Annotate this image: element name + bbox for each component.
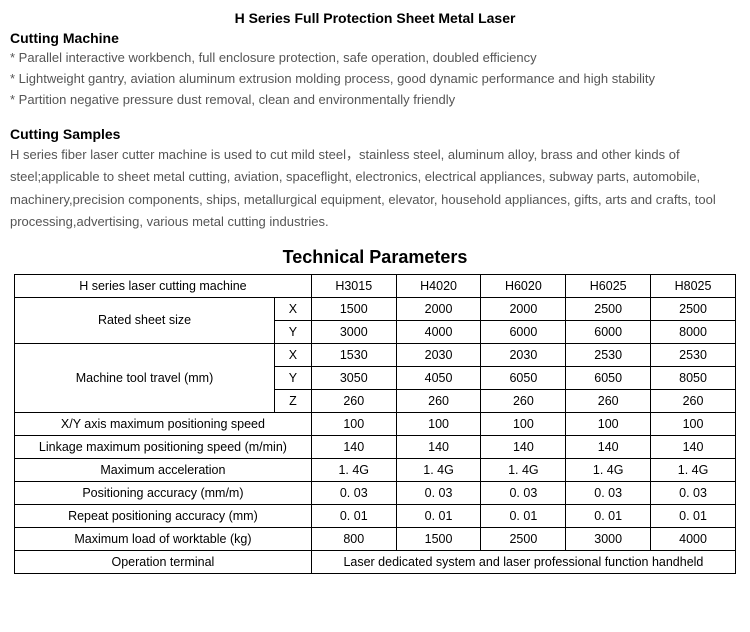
bullet-list: * Parallel interactive workbench, full e…: [10, 48, 740, 110]
model-col: H4020: [396, 274, 481, 297]
cell: 4050: [396, 366, 481, 389]
xy-speed-label: X/Y axis maximum positioning speed: [15, 412, 312, 435]
cell: 8000: [651, 320, 736, 343]
cell: 0. 01: [651, 504, 736, 527]
table-row: Linkage maximum positioning speed (m/min…: [15, 435, 736, 458]
cell: 4000: [396, 320, 481, 343]
cell: 6050: [481, 366, 566, 389]
cell: 1500: [396, 527, 481, 550]
accel-label: Maximum acceleration: [15, 458, 312, 481]
page-title: H Series Full Protection Sheet Metal Las…: [10, 10, 740, 26]
cell: 3000: [566, 527, 651, 550]
cell: 0. 03: [566, 481, 651, 504]
cell: 2500: [566, 297, 651, 320]
cell: 0. 01: [481, 504, 566, 527]
cell: 100: [566, 412, 651, 435]
cell: 260: [396, 389, 481, 412]
cell: 2000: [481, 297, 566, 320]
bullet-item: * Parallel interactive workbench, full e…: [10, 48, 740, 69]
table-row: Rated sheet size X 1500 2000 2000 2500 2…: [15, 297, 736, 320]
cell: 140: [396, 435, 481, 458]
axis-label: Z: [274, 389, 311, 412]
op-term-label: Operation terminal: [15, 550, 312, 573]
table-row: Positioning accuracy (mm/m) 0. 03 0. 03 …: [15, 481, 736, 504]
cell: 3000: [311, 320, 396, 343]
parameters-table: H series laser cutting machine H3015 H40…: [14, 274, 736, 574]
cell: 1. 4G: [651, 458, 736, 481]
cell: 1500: [311, 297, 396, 320]
table-header-row: H series laser cutting machine H3015 H40…: [15, 274, 736, 297]
table-row: Maximum load of worktable (kg) 800 1500 …: [15, 527, 736, 550]
cell: 1. 4G: [481, 458, 566, 481]
model-col: H6025: [566, 274, 651, 297]
cell: 2530: [651, 343, 736, 366]
cell: 260: [481, 389, 566, 412]
axis-label: X: [274, 297, 311, 320]
cell: 1. 4G: [396, 458, 481, 481]
cell: 1530: [311, 343, 396, 366]
rated-sheet-label: Rated sheet size: [15, 297, 275, 343]
description-text: H series fiber laser cutter machine is u…: [10, 144, 740, 232]
cell: 8050: [651, 366, 736, 389]
cell: 2030: [396, 343, 481, 366]
cell: 140: [481, 435, 566, 458]
cell: 2030: [481, 343, 566, 366]
cell: 100: [396, 412, 481, 435]
table-row: Repeat positioning accuracy (mm) 0. 01 0…: [15, 504, 736, 527]
cell: 100: [481, 412, 566, 435]
cell: 1. 4G: [311, 458, 396, 481]
table-row: Operation terminal Laser dedicated syste…: [15, 550, 736, 573]
load-label: Maximum load of worktable (kg): [15, 527, 312, 550]
cell: 3050: [311, 366, 396, 389]
cell: 100: [311, 412, 396, 435]
cell: 2000: [396, 297, 481, 320]
cell: 260: [651, 389, 736, 412]
model-col: H3015: [311, 274, 396, 297]
cell: 0. 01: [311, 504, 396, 527]
cell: 2500: [651, 297, 736, 320]
model-col: H6020: [481, 274, 566, 297]
linkage-label: Linkage maximum positioning speed (m/min…: [15, 435, 312, 458]
cell: 0. 01: [396, 504, 481, 527]
bullet-item: * Partition negative pressure dust remov…: [10, 90, 740, 111]
axis-label: X: [274, 343, 311, 366]
op-term-value: Laser dedicated system and laser profess…: [311, 550, 735, 573]
axis-label: Y: [274, 366, 311, 389]
cutting-machine-heading: Cutting Machine: [10, 30, 740, 46]
axis-label: Y: [274, 320, 311, 343]
cell: 4000: [651, 527, 736, 550]
cell: 140: [311, 435, 396, 458]
cell: 100: [651, 412, 736, 435]
cell: 1. 4G: [566, 458, 651, 481]
cell: 260: [566, 389, 651, 412]
cell: 0. 01: [566, 504, 651, 527]
cell: 260: [311, 389, 396, 412]
cell: 0. 03: [481, 481, 566, 504]
cell: 800: [311, 527, 396, 550]
table-row: X/Y axis maximum positioning speed 100 1…: [15, 412, 736, 435]
cell: 6000: [566, 320, 651, 343]
table-row: Machine tool travel (mm) X 1530 2030 203…: [15, 343, 736, 366]
cutting-samples-heading: Cutting Samples: [10, 126, 740, 142]
header-label: H series laser cutting machine: [15, 274, 312, 297]
cell: 2530: [566, 343, 651, 366]
cell: 140: [651, 435, 736, 458]
cell: 0. 03: [311, 481, 396, 504]
table-row: Maximum acceleration 1. 4G 1. 4G 1. 4G 1…: [15, 458, 736, 481]
model-col: H8025: [651, 274, 736, 297]
cell: 0. 03: [651, 481, 736, 504]
bullet-item: * Lightweight gantry, aviation aluminum …: [10, 69, 740, 90]
pos-acc-label: Positioning accuracy (mm/m): [15, 481, 312, 504]
cell: 140: [566, 435, 651, 458]
cell: 6050: [566, 366, 651, 389]
cell: 6000: [481, 320, 566, 343]
cell: 2500: [481, 527, 566, 550]
technical-parameters-heading: Technical Parameters: [10, 247, 740, 268]
cell: 0. 03: [396, 481, 481, 504]
rep-acc-label: Repeat positioning accuracy (mm): [15, 504, 312, 527]
travel-label: Machine tool travel (mm): [15, 343, 275, 412]
